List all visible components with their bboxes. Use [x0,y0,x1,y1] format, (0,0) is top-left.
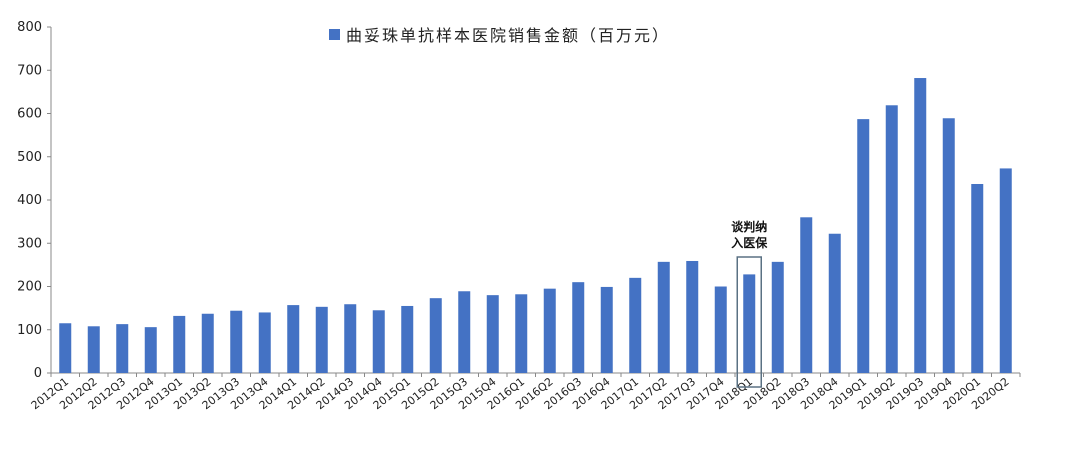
bar [543,288,556,373]
bar [116,324,129,373]
bar [800,217,813,373]
y-tick-label: 0 [34,366,42,381]
y-tick-label: 400 [17,193,42,208]
bar [258,312,271,373]
x-axis: 2012Q12012Q22012Q32012Q42013Q12013Q22013… [29,372,1021,412]
bar [201,313,214,373]
bars [59,78,1012,373]
bar [743,274,756,373]
bar [771,261,784,373]
bar [429,298,442,373]
y-tick-label: 100 [17,323,42,338]
annotation-line-1: 谈判纳 [731,219,767,234]
bar [942,118,955,373]
bar [372,310,385,373]
legend: 曲妥珠单抗样本医院销售金额（百万元） [329,26,670,45]
bar [144,327,157,373]
y-tick-label: 700 [17,63,42,78]
bar [686,260,699,373]
bar [600,286,613,373]
annotation-box [736,256,762,388]
bar [885,105,898,373]
bar [629,277,642,373]
y-tick-label: 600 [17,107,42,122]
legend-swatch [329,29,340,40]
bar [230,310,243,373]
bar [999,168,1012,373]
bar [315,306,328,373]
y-tick-label: 500 [17,150,42,165]
y-tick-label: 800 [17,20,42,35]
annotation-line-2: 入医保 [731,235,768,250]
y-tick-label: 300 [17,236,42,251]
bar [914,78,927,373]
bar [173,315,186,373]
y-tick-label: 200 [17,280,42,295]
bar [828,233,841,373]
legend-label: 曲妥珠单抗样本医院销售金额（百万元） [346,26,670,45]
bar [87,326,100,373]
bar [59,323,72,373]
bar [572,282,585,373]
y-axis: 0 100 200 300 400 500 600 700 800 [17,20,52,381]
bar [401,305,414,373]
bar [486,295,499,373]
bar [857,119,870,373]
bar [657,261,670,373]
bar [971,183,984,373]
bar [287,305,300,373]
bar [344,304,357,373]
annotation: 谈判纳 入医保 [731,219,768,388]
bar [714,286,727,373]
bar [458,291,471,373]
bar [515,294,528,373]
